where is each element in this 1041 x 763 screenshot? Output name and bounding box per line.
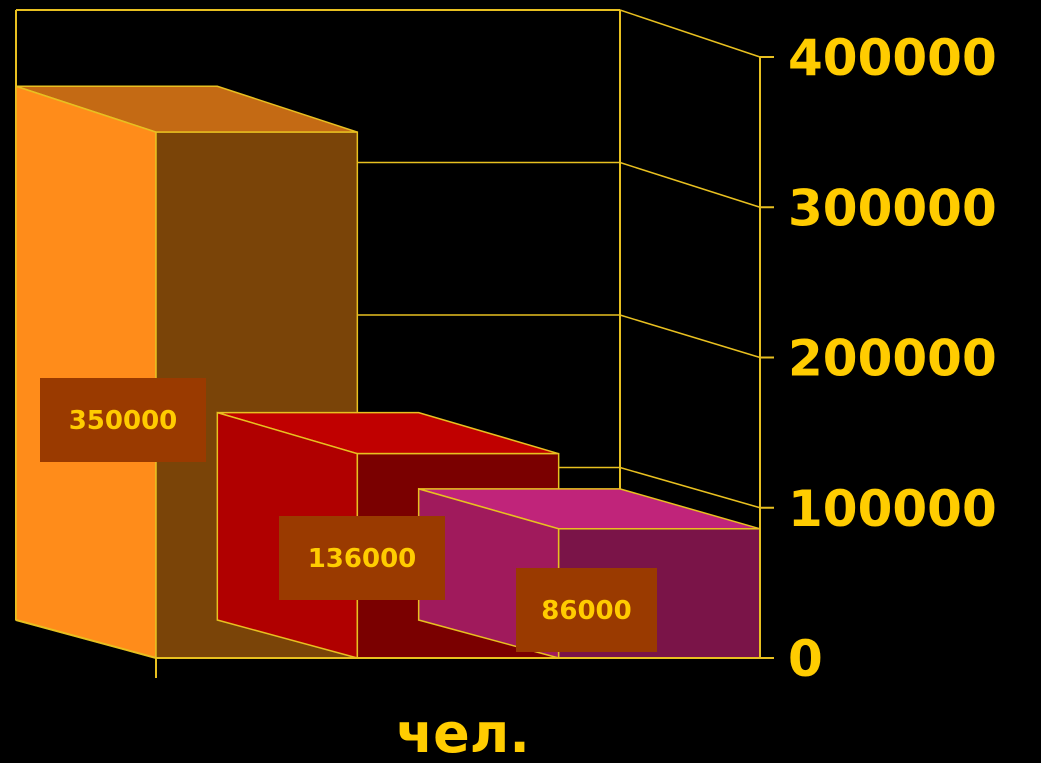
x-axis-title: чел.	[396, 702, 530, 763]
data-label-group: 350000 136000 86000	[40, 378, 657, 652]
gridline-side	[619, 161, 761, 208]
floor-edge	[15, 619, 157, 659]
y-tick-label: 0	[788, 630, 823, 688]
data-label: 136000	[308, 544, 417, 574]
gridline-side	[619, 314, 761, 359]
bar-side	[15, 85, 157, 659]
y-axis: 0 100000 200000 300000 400000	[15, 29, 997, 688]
y-tick-label: 100000	[788, 480, 997, 538]
data-label-box	[40, 378, 206, 462]
y-tick-label: 400000	[788, 29, 997, 87]
y-tick-label: 300000	[788, 179, 997, 237]
gridline-side	[619, 466, 761, 509]
gridline-side	[619, 9, 761, 58]
data-label: 350000	[69, 406, 178, 436]
y-tick-label: 200000	[788, 330, 997, 388]
data-label: 86000	[541, 596, 631, 626]
data-label-box	[279, 516, 445, 600]
data-label-box	[516, 568, 657, 652]
